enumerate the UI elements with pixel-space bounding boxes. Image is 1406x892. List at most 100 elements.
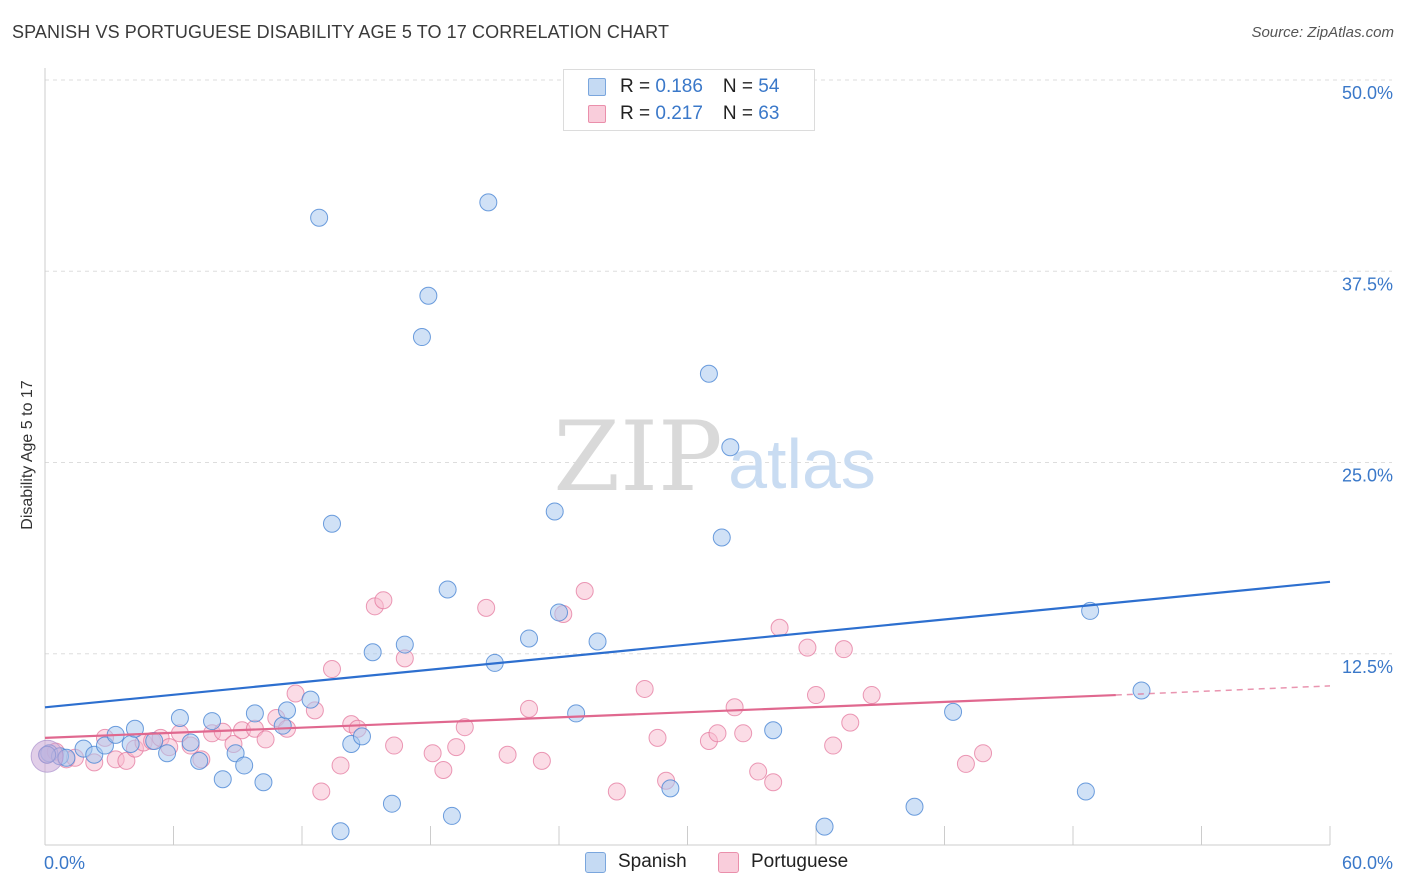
legend-r-label: R = <box>620 103 656 124</box>
data-point-spanish <box>190 751 209 770</box>
axes <box>44 68 1331 846</box>
data-point-spanish <box>181 733 200 752</box>
data-point-spanish <box>273 716 292 735</box>
data-point-portuguese <box>807 686 825 705</box>
data-point-spanish <box>395 635 414 654</box>
data-point-cluster <box>30 739 64 773</box>
data-point-spanish <box>203 712 222 731</box>
data-point-spanish <box>588 632 607 651</box>
legend-n-label: N = <box>722 103 759 124</box>
legend-item-spanish[interactable]: Spanish <box>585 851 687 873</box>
data-point-spanish <box>712 528 731 547</box>
trend-line-portuguese-extension <box>1115 685 1331 696</box>
data-point-spanish <box>944 702 963 721</box>
data-point-spanish <box>438 580 457 599</box>
y-tick-label: 12.5% <box>1342 657 1393 677</box>
data-point-spanish <box>661 779 680 798</box>
data-point-portuguese <box>447 738 466 757</box>
data-point-portuguese <box>322 660 341 679</box>
data-point-spanish <box>363 643 382 662</box>
data-point-spanish <box>235 756 254 775</box>
data-point-portuguese <box>648 728 667 747</box>
legend-swatch-portuguese <box>718 851 739 873</box>
data-point-spanish <box>905 797 924 816</box>
data-point-portuguese <box>498 745 517 764</box>
trend-line-portuguese <box>44 693 1116 739</box>
y-tick-label: 25.0% <box>1342 466 1393 486</box>
data-point-portuguese <box>862 686 881 705</box>
data-point-spanish <box>520 629 539 648</box>
data-point-portuguese <box>477 598 496 617</box>
chart-source: Source: ZipAtlas.com <box>1251 24 1394 41</box>
data-point-spanish <box>125 719 144 738</box>
legend-swatch-spanish <box>585 851 606 873</box>
x-tick-labels: 0.0% 60.0% <box>44 853 1393 873</box>
data-point-portuguese <box>824 736 843 755</box>
data-point-spanish <box>699 364 718 383</box>
legend-row-spanish: R = 0.186 N = 54 <box>588 76 779 98</box>
data-point-portuguese <box>331 756 350 775</box>
data-point-portuguese <box>956 754 975 773</box>
data-point-spanish <box>545 502 564 521</box>
data-point-portuguese <box>798 638 817 657</box>
legend-row-portuguese: R = 0.217 N = 63 <box>588 103 779 125</box>
legend-n-value: 63 <box>758 103 780 124</box>
data-point-spanish <box>278 701 297 720</box>
data-point-portuguese <box>841 713 860 732</box>
legend-item-portuguese[interactable]: Portuguese <box>718 851 848 873</box>
data-point-spanish <box>145 731 164 750</box>
watermark-atlas: atlas <box>728 425 876 503</box>
watermark: ZIP atlas <box>553 401 876 513</box>
data-point-spanish <box>764 721 783 740</box>
y-axis-label: Disability Age 5 to 17 <box>19 380 36 530</box>
data-point-spanish <box>301 690 320 709</box>
data-point-spanish <box>310 208 329 227</box>
data-point-spanish <box>550 603 568 622</box>
y-tick-labels: 12.5% 25.0% 37.5% 50.0% <box>1342 83 1393 677</box>
data-point-portuguese <box>708 724 727 743</box>
stats-legend: R = 0.186 N = 54 R = 0.217 N = 63 <box>563 69 815 131</box>
watermark-zip: ZIP <box>553 401 722 513</box>
data-point-spanish <box>226 744 245 763</box>
data-point-portuguese <box>256 730 275 749</box>
data-point-portuguese <box>117 751 136 770</box>
y-tick-label: 50.0% <box>1342 83 1393 103</box>
legend-swatch-portuguese <box>588 105 606 123</box>
gridlines <box>45 79 1392 655</box>
legend-r-value: 0.217 <box>655 103 703 124</box>
data-point-portuguese <box>455 718 474 737</box>
data-point-portuguese <box>974 744 993 763</box>
data-point-spanish <box>95 736 114 755</box>
data-point-portuguese <box>374 591 393 610</box>
data-point-portuguese <box>520 699 539 718</box>
y-tick-label: 37.5% <box>1342 274 1393 294</box>
data-point-spanish <box>331 822 350 841</box>
legend-n-value: 54 <box>758 76 780 97</box>
data-point-portuguese <box>770 618 789 637</box>
spanish-points <box>30 193 1151 841</box>
data-point-portuguese <box>607 782 626 801</box>
data-point-spanish <box>479 193 498 212</box>
data-point-portuguese <box>749 762 768 781</box>
legend-label-portuguese: Portuguese <box>751 851 849 872</box>
data-point-portuguese <box>635 679 654 698</box>
data-point-portuguese <box>434 761 453 780</box>
portuguese-points <box>38 582 993 801</box>
data-point-spanish <box>721 438 740 457</box>
data-point-spanish <box>170 709 189 728</box>
data-point-portuguese <box>385 736 404 755</box>
x-tick-label: 0.0% <box>44 853 85 873</box>
data-point-portuguese <box>532 751 551 770</box>
legend-n-label: N = <box>722 76 759 97</box>
trend-lines <box>44 580 1331 739</box>
legend-r-label: R = <box>620 76 656 97</box>
data-point-spanish <box>121 735 140 754</box>
data-point-portuguese <box>725 698 744 717</box>
chart-title: SPANISH VS PORTUGUESE DISABILITY AGE 5 T… <box>12 22 670 42</box>
legend-swatch-spanish <box>588 78 606 96</box>
data-point-spanish <box>412 328 431 347</box>
data-point-spanish <box>1076 782 1095 801</box>
data-point-spanish <box>213 770 232 789</box>
data-point-spanish <box>254 773 273 792</box>
